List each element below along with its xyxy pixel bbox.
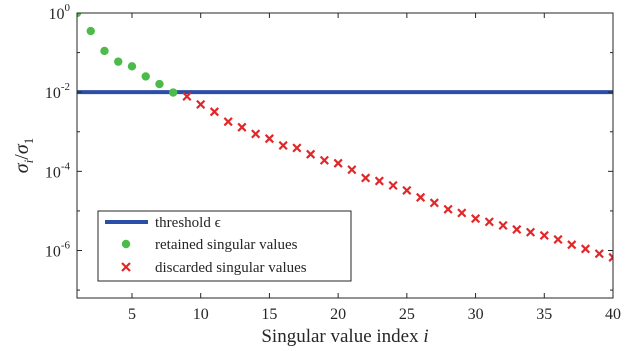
discarded-point <box>306 149 316 159</box>
discarded-point <box>484 217 494 227</box>
retained-point <box>114 57 123 66</box>
discarded-point <box>429 198 439 208</box>
y-tick-label: 10-6 <box>45 240 71 261</box>
legend-retained-text: retained singular values <box>155 237 298 253</box>
discarded-point <box>512 224 522 235</box>
y-axis-label: σi/σ1 <box>11 138 36 173</box>
legend-discarded-swatch <box>121 262 131 272</box>
discarded-point <box>567 240 577 250</box>
discarded-point <box>539 230 549 241</box>
x-tick-label: 5 <box>128 306 136 323</box>
x-tick-label: 10 <box>193 306 209 323</box>
retained-point <box>155 79 164 89</box>
discarded-point <box>223 117 233 127</box>
legend-retained-label: retained singular values <box>155 237 298 253</box>
retained-point <box>77 13 82 18</box>
discarded-point <box>319 155 329 165</box>
x-tick-label: 40 <box>605 306 621 323</box>
discarded-point <box>251 129 261 139</box>
discarded-point <box>196 99 206 110</box>
discarded-point <box>416 192 426 202</box>
axes-frame <box>76 12 614 299</box>
discarded-point <box>347 165 357 175</box>
discarded-point <box>608 252 613 262</box>
x-tick-label: 15 <box>261 306 277 323</box>
retained-point <box>127 62 137 71</box>
retained-point <box>169 88 178 97</box>
discarded-point <box>264 134 274 144</box>
discarded-point <box>594 249 604 259</box>
x-tick-label: 30 <box>468 306 484 323</box>
discarded-point <box>457 208 467 218</box>
discarded-point <box>182 91 192 102</box>
legend: threshold ϵ retained singular values dis… <box>97 210 352 282</box>
discarded-point <box>361 173 371 183</box>
legend-threshold-text: threshold ϵ <box>155 215 221 231</box>
discarded-point <box>525 227 536 237</box>
y-tick-label: 10-4 <box>45 160 71 181</box>
discarded-point <box>388 180 398 191</box>
discarded-point <box>278 140 288 151</box>
discarded-point <box>402 185 412 195</box>
legend-threshold-label: threshold ϵ <box>155 215 221 231</box>
discarded-point <box>443 204 453 214</box>
retained-point <box>100 46 109 56</box>
discarded-point <box>292 143 302 153</box>
x-tick-label: 35 <box>536 306 552 323</box>
x-tick-label: 25 <box>399 306 415 323</box>
legend-discarded-label: discarded singular values <box>155 260 307 276</box>
legend-retained-swatch <box>121 239 131 249</box>
y-tick-label: 10-2 <box>45 81 70 102</box>
legend-discarded-text: discarded singular values <box>155 260 307 276</box>
discarded-point <box>580 244 591 254</box>
discarded-point <box>553 234 563 245</box>
x-axis-label: Singular value index i <box>261 326 428 347</box>
x-tick-label: 20 <box>330 306 346 323</box>
y-tick-label: 100 <box>49 2 71 23</box>
retained-point <box>141 72 150 81</box>
discarded-point <box>374 176 384 186</box>
discarded-point <box>333 158 343 168</box>
discarded-point <box>470 214 481 224</box>
discarded-point <box>209 107 220 117</box>
plot-area <box>77 13 613 262</box>
discarded-point <box>237 122 247 132</box>
discarded-point <box>498 220 508 231</box>
retained-point <box>86 26 95 36</box>
